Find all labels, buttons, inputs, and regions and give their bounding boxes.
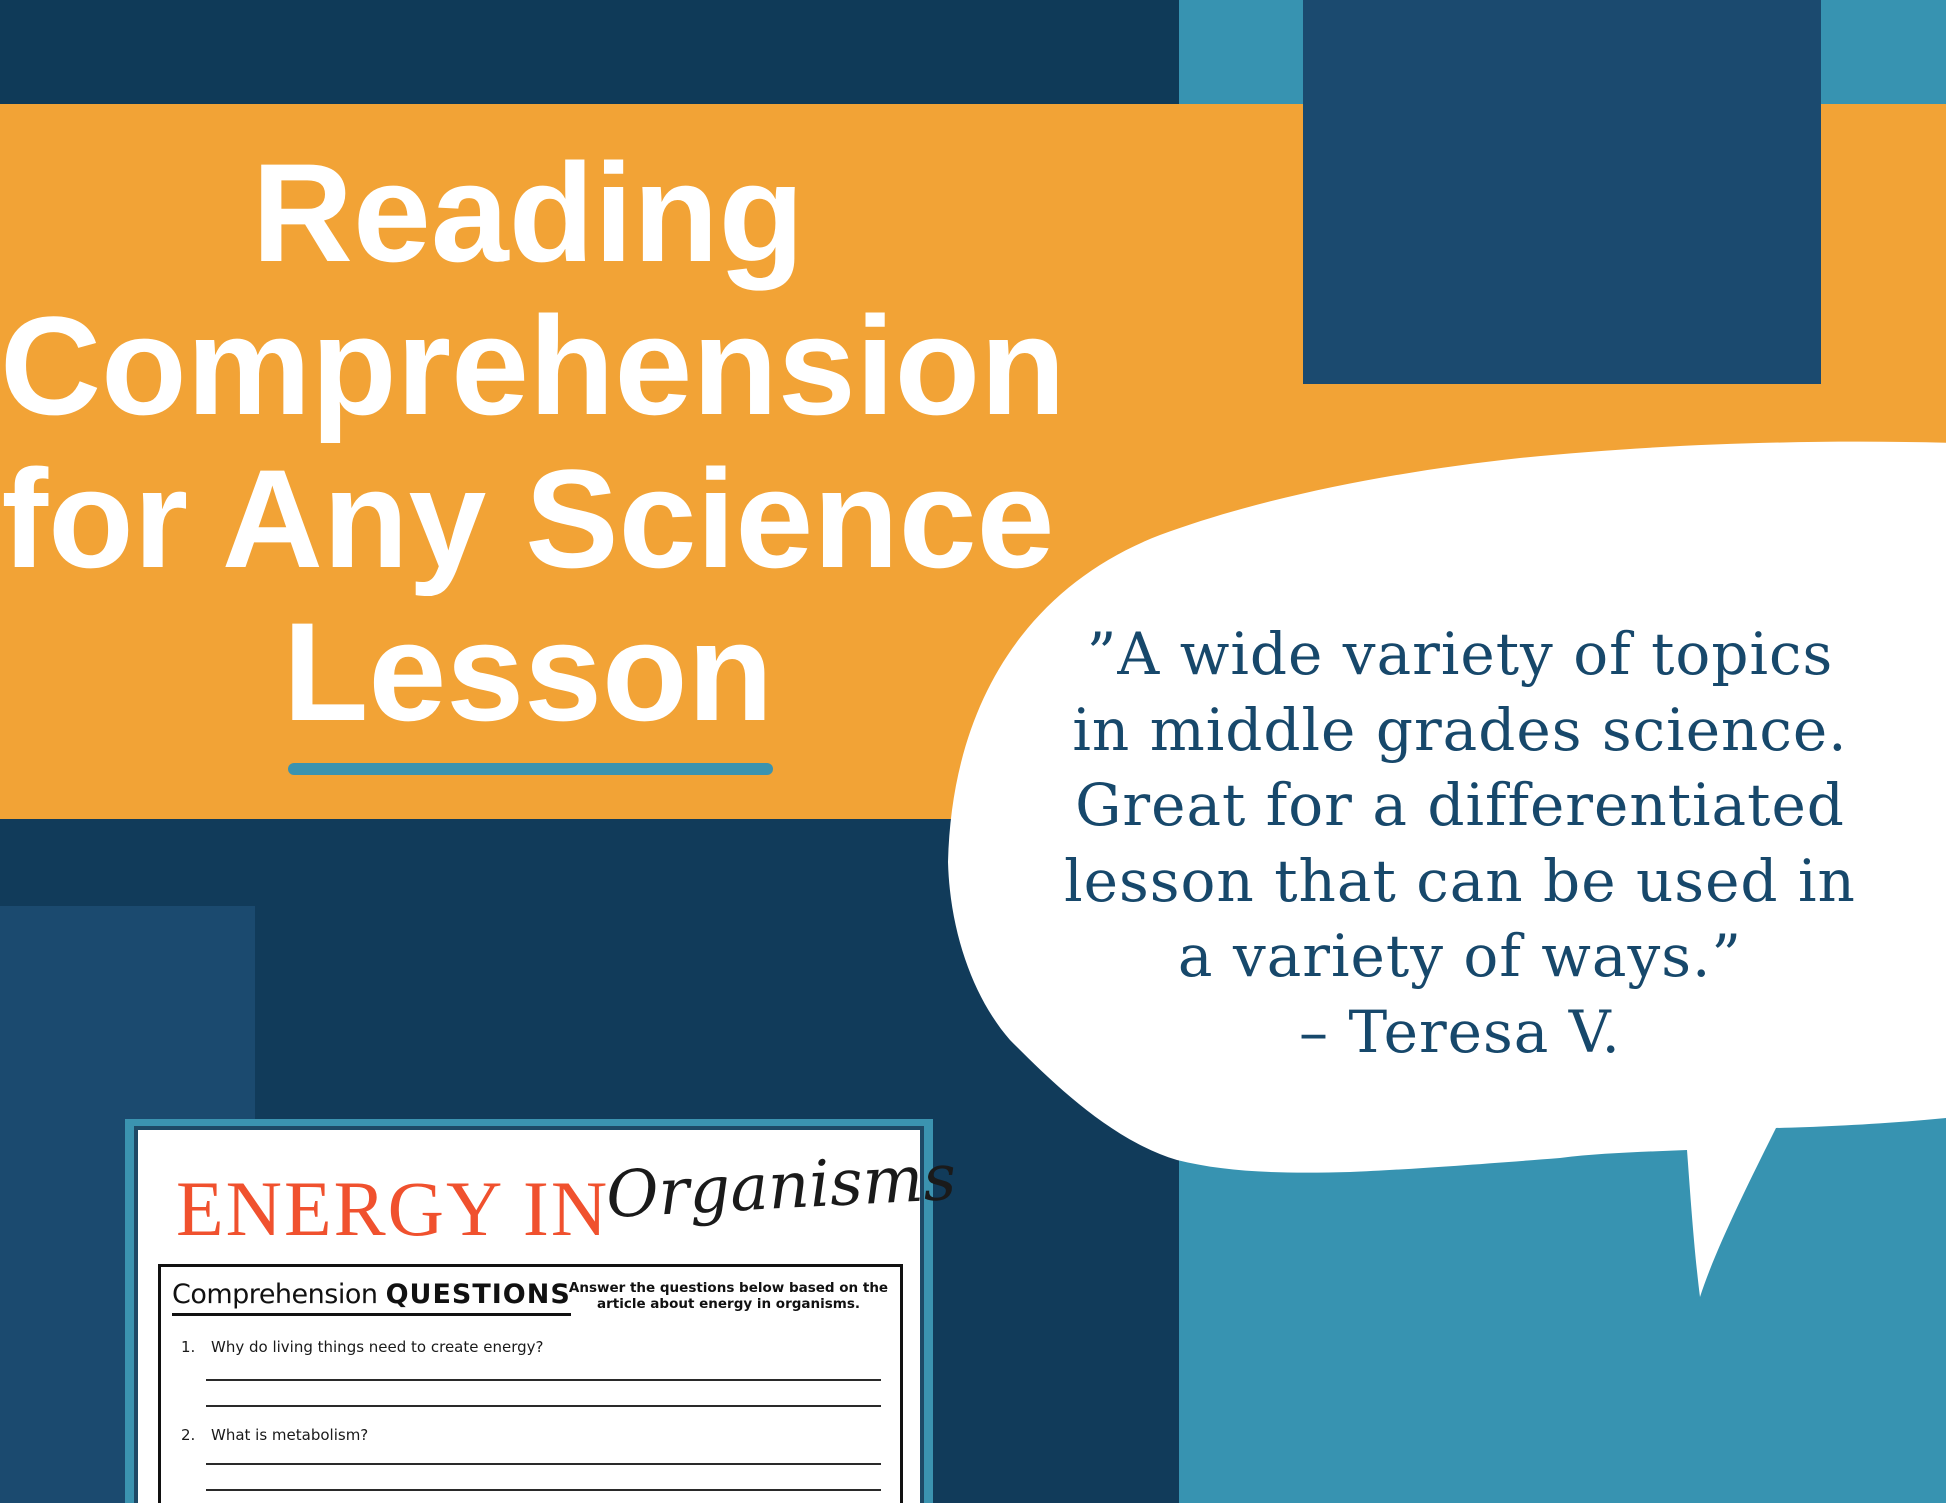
title-line-3: for Any Science xyxy=(1,440,1055,597)
testimonial-quote: ”A wide variety of topics in middle grad… xyxy=(960,617,1946,1070)
title-underline xyxy=(288,763,773,775)
title-line-1: Reading xyxy=(251,134,805,291)
instructions-line-1: Answer the questions below based on the xyxy=(568,1280,889,1296)
page-title: Reading Comprehension for Any Science Le… xyxy=(0,134,1066,750)
quote-attribution: – Teresa V. xyxy=(1299,997,1621,1066)
top-navy-strip xyxy=(0,0,1179,104)
question-1-number: 1. xyxy=(181,1338,196,1356)
worksheet-section-title: Comprehension QUESTIONS xyxy=(172,1279,571,1316)
answer-line xyxy=(206,1379,881,1381)
quote-line-1: ”A wide variety of topics xyxy=(1086,620,1834,688)
worksheet-questions-box: Comprehension QUESTIONS Answer the quest… xyxy=(158,1264,903,1503)
answer-line xyxy=(206,1489,881,1491)
answer-line xyxy=(206,1405,881,1407)
answer-line xyxy=(206,1463,881,1465)
section-title-bold: QUESTIONS xyxy=(385,1279,571,1310)
instructions-line-2: article about energy in organisms. xyxy=(596,1295,861,1312)
quote-line-5: a variety of ways.” xyxy=(1177,922,1743,990)
worksheet-heading: ENERGY IN xyxy=(176,1165,610,1252)
question-2-text: What is metabolism? xyxy=(211,1426,369,1444)
worksheet-page: ENERGY IN Organisms Comprehension QUESTI… xyxy=(134,1126,958,1503)
question-2-number: 2. xyxy=(181,1426,196,1444)
worksheet-instructions: Answer the questions below based on the … xyxy=(561,1280,896,1312)
top-right-navy-square xyxy=(1303,0,1821,384)
quote-line-2: in middle grades science. xyxy=(1072,695,1848,764)
quote-line-4: lesson that can be used in xyxy=(1064,846,1856,915)
worksheet-heading-script: Organisms xyxy=(604,1140,958,1234)
title-line-2: Comprehension xyxy=(0,287,1066,444)
title-line-4: Lesson xyxy=(282,593,774,750)
question-1-text: Why do living things need to create ener… xyxy=(211,1338,544,1356)
question-1: 1. Why do living things need to create en… xyxy=(181,1338,543,1356)
worksheet-preview-frame: ENERGY IN Organisms Comprehension QUESTI… xyxy=(125,1119,958,1503)
question-2: 2. What is metabolism? xyxy=(181,1426,368,1444)
section-title-regular: Comprehension xyxy=(172,1279,378,1310)
quote-line-3: Great for a differentiated xyxy=(1075,771,1845,839)
